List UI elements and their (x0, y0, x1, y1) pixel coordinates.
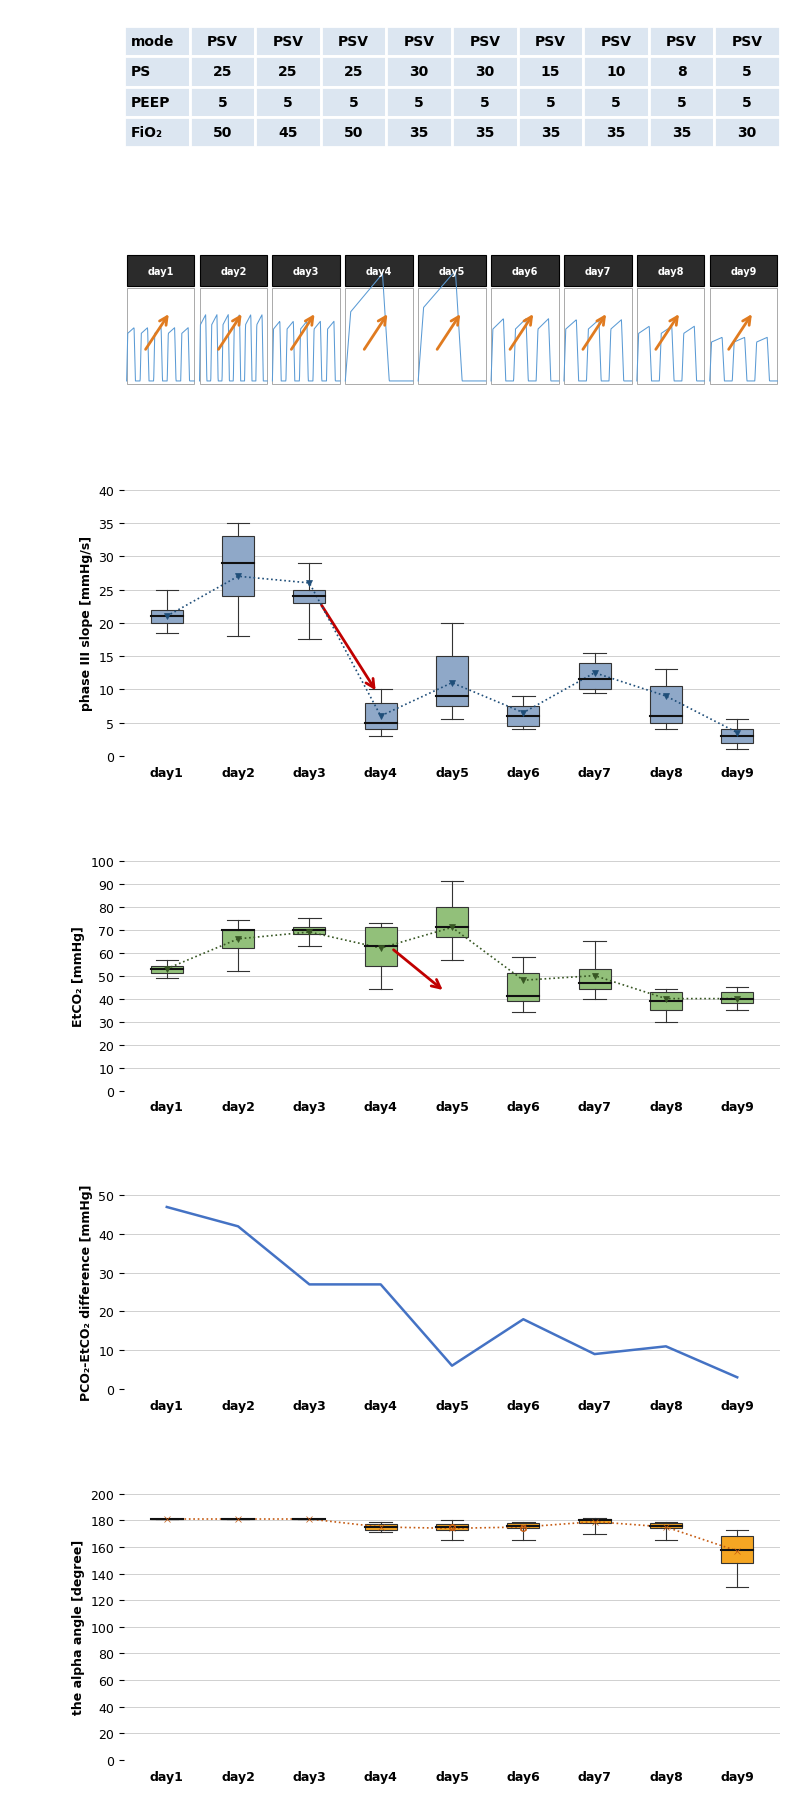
Bar (491, 289, 558, 384)
Bar (346, 255, 413, 287)
Text: day1: day1 (147, 267, 174, 276)
Bar (273, 255, 340, 287)
Y-axis label: PCO₂-EtCO₂ difference [mmHg]: PCO₂-EtCO₂ difference [mmHg] (80, 1184, 93, 1401)
Bar (222, 930, 254, 948)
Bar (273, 289, 340, 384)
Bar (150, 967, 183, 973)
Bar (564, 255, 631, 287)
Y-axis label: EtCO₂ [mmHg]: EtCO₂ [mmHg] (72, 926, 85, 1027)
Y-axis label: phase III slope [mmHg/s]: phase III slope [mmHg/s] (80, 536, 93, 711)
Bar (436, 657, 468, 706)
Bar (346, 289, 413, 384)
Bar (721, 993, 754, 1004)
Bar (294, 590, 326, 603)
Y-axis label: the alpha angle [degree]: the alpha angle [degree] (72, 1540, 85, 1715)
Bar (418, 255, 486, 287)
Bar (650, 686, 682, 724)
Bar (710, 289, 778, 384)
Text: day6: day6 (512, 267, 538, 276)
Bar (222, 538, 254, 597)
Bar (491, 255, 558, 287)
Text: day7: day7 (585, 267, 611, 276)
Text: day4: day4 (366, 267, 392, 276)
Bar (578, 664, 610, 690)
Bar (564, 289, 631, 384)
Bar (418, 289, 486, 384)
Bar (126, 255, 194, 287)
Text: day2: day2 (220, 267, 246, 276)
Bar (150, 610, 183, 623)
Bar (507, 706, 539, 727)
Bar (578, 1520, 610, 1523)
Bar (199, 255, 267, 287)
Bar (436, 1525, 468, 1531)
Bar (126, 289, 194, 384)
Bar (637, 255, 705, 287)
Bar (294, 928, 326, 935)
Bar (578, 969, 610, 989)
Bar (436, 908, 468, 937)
Bar (365, 928, 397, 967)
Bar (710, 255, 778, 287)
Bar (721, 1536, 754, 1563)
Text: day8: day8 (658, 267, 684, 276)
Text: day3: day3 (293, 267, 319, 276)
Bar (650, 1523, 682, 1529)
Bar (721, 729, 754, 744)
Bar (637, 289, 705, 384)
Bar (650, 993, 682, 1011)
Text: day5: day5 (439, 267, 465, 276)
Bar (199, 289, 267, 384)
Bar (365, 1525, 397, 1531)
Text: day9: day9 (730, 267, 757, 276)
Bar (365, 704, 397, 729)
Bar (507, 1523, 539, 1529)
Bar (507, 973, 539, 1002)
